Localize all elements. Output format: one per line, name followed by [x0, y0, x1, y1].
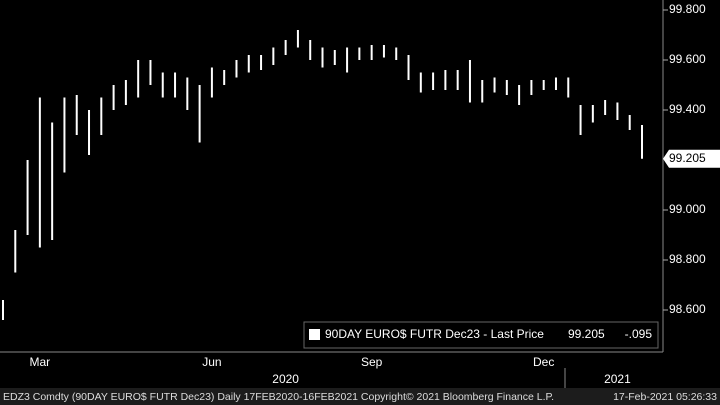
legend-change: -.095 [625, 327, 653, 341]
y-tick-label: 99.400 [669, 102, 706, 116]
legend-swatch [309, 329, 320, 340]
year-label: 2020 [272, 372, 299, 386]
legend-last: 99.205 [568, 327, 605, 341]
last-price-label: 99.205 [669, 151, 706, 165]
legend-box [303, 321, 659, 349]
x-tick-label: Dec [533, 355, 554, 369]
x-tick-label: Mar [30, 355, 51, 369]
y-tick-label: 98.800 [669, 252, 706, 266]
last-price-tag [663, 149, 720, 168]
legend-label: 90DAY EURO$ FUTR Dec23 - Last Price [325, 327, 544, 341]
y-tick-label: 99.000 [669, 202, 706, 216]
y-tick-label: 98.600 [669, 302, 706, 316]
year-label: 2021 [604, 372, 631, 386]
footer-text: EDZ3 Comdty (90DAY EURO$ FUTR Dec23) Dai… [3, 391, 554, 403]
y-tick-label: 99.800 [669, 2, 706, 16]
footer-band [0, 388, 720, 405]
x-tick-label: Jun [202, 355, 221, 369]
y-tick-label: 99.600 [669, 52, 706, 66]
x-tick-label: Sep [361, 355, 383, 369]
timestamp: 17-Feb-2021 05:26:33 [613, 391, 717, 403]
